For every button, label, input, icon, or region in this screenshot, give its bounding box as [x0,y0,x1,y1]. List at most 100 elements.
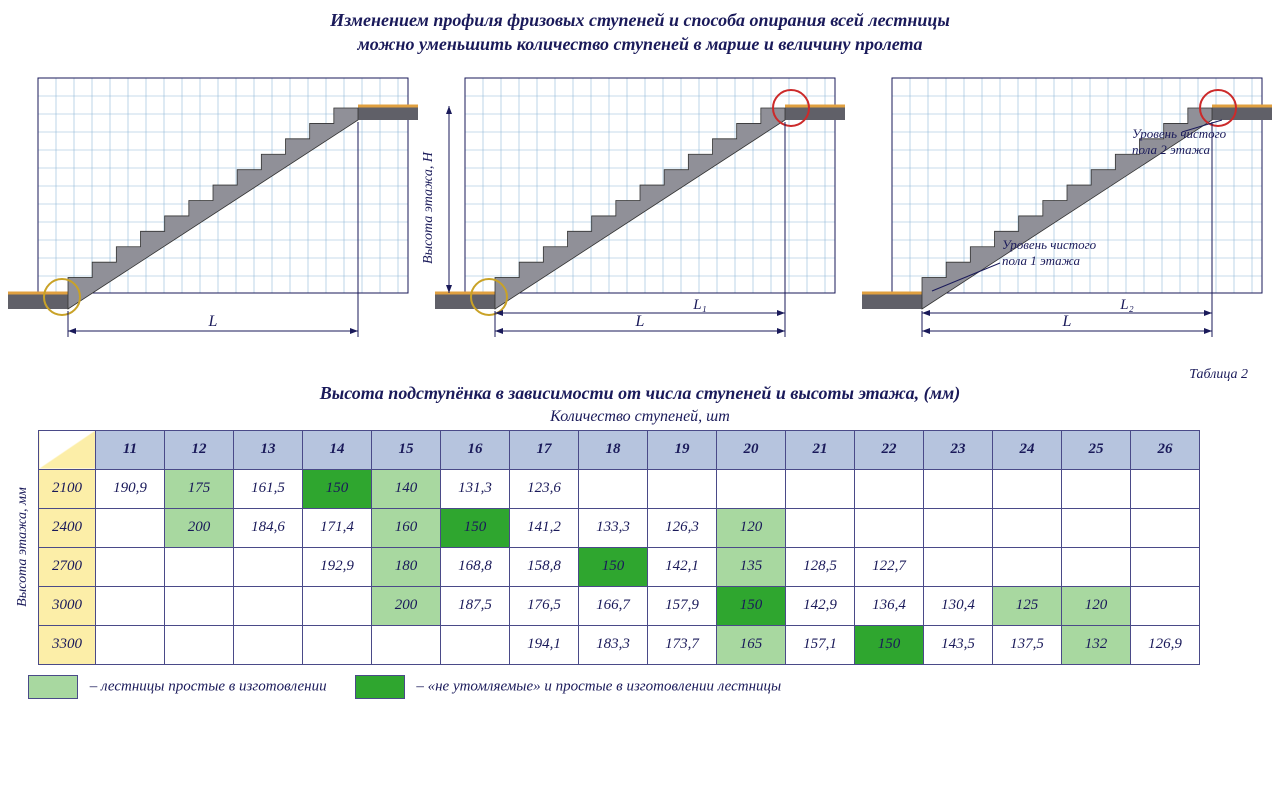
table-area: Высота этажа, мм 11121314151617181920212… [8,430,1272,665]
data-cell: 200 [372,586,441,625]
data-cell: 190,9 [96,469,165,508]
data-cell: 131,3 [441,469,510,508]
col-header: 20 [717,430,786,469]
data-cell: 180 [372,547,441,586]
data-cell: 171,4 [303,508,372,547]
data-cell [1062,508,1131,547]
data-cell: 125 [993,586,1062,625]
data-cell [993,547,1062,586]
data-cell: 120 [717,508,786,547]
svg-text:L: L [1062,313,1072,330]
data-cell: 130,4 [924,586,993,625]
row-label: 2100 [39,469,96,508]
data-cell: 150 [441,508,510,547]
row-label: 3300 [39,625,96,664]
data-cell: 158,8 [510,547,579,586]
data-cell: 150 [303,469,372,508]
data-cell [96,586,165,625]
data-cell [855,469,924,508]
data-cell: 136,4 [855,586,924,625]
table-row: 2100190,9175161,5150140131,3123,6 [39,469,1200,508]
data-cell: 137,5 [993,625,1062,664]
data-cell: 200 [165,508,234,547]
svg-text:L₂: L₂ [1119,297,1134,313]
riser-table: 111213141516171819202122232425262100190,… [38,430,1200,665]
col-header: 19 [648,430,717,469]
data-cell [372,625,441,664]
col-header: 26 [1131,430,1200,469]
data-cell [1131,469,1200,508]
data-cell: 194,1 [510,625,579,664]
data-cell: 142,1 [648,547,717,586]
data-cell: 132 [1062,625,1131,664]
col-header: 25 [1062,430,1131,469]
data-cell: 150 [855,625,924,664]
data-cell: 166,7 [579,586,648,625]
data-cell: 175 [165,469,234,508]
data-cell: 128,5 [786,547,855,586]
data-cell: 141,2 [510,508,579,547]
svg-text:пола 1 этажа: пола 1 этажа [1002,253,1081,268]
row-label: 2400 [39,508,96,547]
data-cell: 142,9 [786,586,855,625]
data-cell [165,586,234,625]
height-axis-label: Высота этажа, H [421,152,437,264]
data-cell [993,508,1062,547]
rows-caption: Высота этажа, мм [8,430,38,665]
data-cell [1131,586,1200,625]
data-cell [717,469,786,508]
col-header: 12 [165,430,234,469]
data-cell: 161,5 [234,469,303,508]
data-cell [303,625,372,664]
stair-diagram-3: LL₂Уровень чистогопола 2 этажаУровень чи… [862,63,1272,353]
legend-item-optimal: – «не утомляемые» и простые в изготовлен… [355,675,782,699]
data-cell [234,625,303,664]
data-cell: 122,7 [855,547,924,586]
columns-caption: Количество ступеней, шт [8,408,1272,426]
data-cell: 183,3 [579,625,648,664]
data-cell: 143,5 [924,625,993,664]
data-cell [579,469,648,508]
data-cell: 187,5 [441,586,510,625]
stair-diagram-1: L [8,63,418,353]
col-header: 21 [786,430,855,469]
data-cell [786,508,855,547]
svg-text:L: L [635,313,645,330]
data-cell [993,469,1062,508]
data-cell [924,508,993,547]
data-cell: 120 [1062,586,1131,625]
data-cell: 157,1 [786,625,855,664]
data-cell [786,469,855,508]
corner-cell [39,430,96,469]
col-header: 14 [303,430,372,469]
data-cell [924,547,993,586]
title-line-1: Изменением профиля фризовых ступеней и с… [330,10,950,30]
data-cell [1131,508,1200,547]
title-line-2: можно уменьшить количество ступеней в ма… [357,34,922,54]
data-cell: 123,6 [510,469,579,508]
data-cell: 160 [372,508,441,547]
table-number: Таблица 2 [8,367,1248,383]
svg-text:Уровень чистого: Уровень чистого [1132,126,1227,141]
table-caption: Высота подступёнка в зависимости от числ… [8,383,1272,404]
col-header: 18 [579,430,648,469]
svg-text:L: L [208,313,218,330]
legend-item-simple: – лестницы простые в изготовлении [28,675,327,699]
legend: – лестницы простые в изготовлении – «не … [28,675,1272,699]
data-cell [441,625,510,664]
swatch-dark-green [355,675,405,699]
col-header: 23 [924,430,993,469]
data-cell [303,586,372,625]
data-cell [1062,547,1131,586]
data-cell [1062,469,1131,508]
data-cell: 135 [717,547,786,586]
row-label: 2700 [39,547,96,586]
diagram-row: LLL₁Высота этажа, HLL₂Уровень чистогопол… [8,63,1272,353]
col-header: 16 [441,430,510,469]
data-cell: 140 [372,469,441,508]
data-cell [855,508,924,547]
page-title: Изменением профиля фризовых ступеней и с… [8,8,1272,57]
data-cell [96,508,165,547]
col-header: 11 [96,430,165,469]
data-cell: 150 [579,547,648,586]
